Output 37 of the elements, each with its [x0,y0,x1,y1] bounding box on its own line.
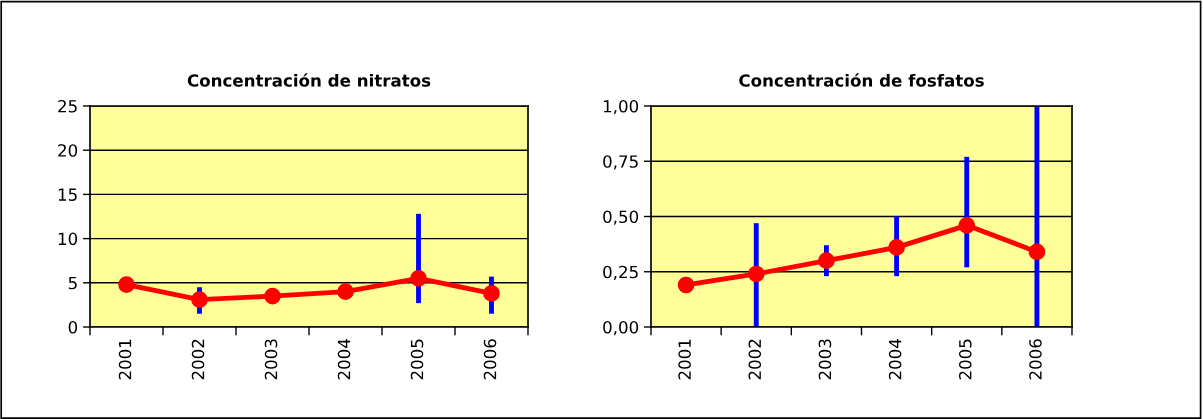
y-tick-label: 10 [58,232,78,246]
x-tick-label: 2003 [818,339,832,380]
x-tick-label: 2004 [888,339,902,380]
x-tick-label: 2006 [1029,339,1042,380]
point [410,270,427,287]
point [958,217,976,234]
y-tick-label: 0,75 [603,155,638,170]
chart-title: Concentración de nitratos [187,73,431,87]
point [483,285,500,302]
x-tick-label: 2004 [337,339,351,380]
point [818,252,835,270]
y-tick-label: 0 [68,320,78,334]
chart-title: Concentración de fosfatos [739,73,984,87]
y-tick-label: 0,50 [603,210,639,225]
y-tick-label: 0,25 [603,265,638,281]
y-tick-label: 0,00 [603,320,639,336]
point [747,265,765,283]
y-tick-label: 5 [68,276,77,290]
y-tick-label: 25 [58,99,77,113]
y-tick-label: 20 [58,144,78,157]
point [337,283,354,300]
point [677,276,695,294]
point [191,291,208,308]
x-tick-label: 2003 [264,339,278,380]
y-tick-label: 1,00 [603,99,639,115]
point [118,276,135,293]
point [264,287,281,305]
x-tick-label: 2001 [678,339,691,380]
x-tick-label: 2005 [958,339,972,380]
point [1028,243,1046,261]
x-tick-label: 2002 [191,339,205,380]
x-tick-label: 2006 [483,339,497,380]
x-tick-label: 2005 [410,339,424,380]
x-tick-label: 2002 [748,339,762,380]
x-tick-label: 2001 [118,339,132,380]
y-tick-label: 15 [58,188,77,201]
point [888,239,905,256]
